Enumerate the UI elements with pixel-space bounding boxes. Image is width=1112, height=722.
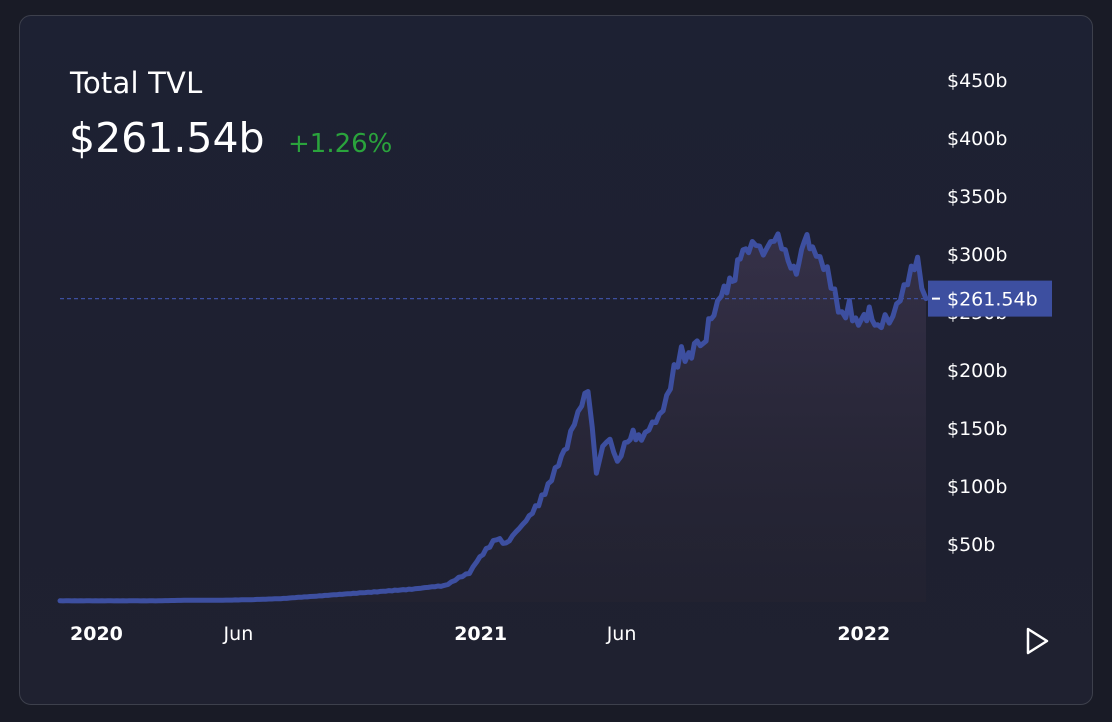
x-tick-label: 2022 bbox=[837, 623, 890, 645]
current-value: $261.54b bbox=[69, 114, 265, 162]
change-percent: +1.26% bbox=[288, 129, 393, 159]
series-line bbox=[57, 231, 929, 604]
x-tick-label: Jun bbox=[223, 623, 254, 645]
x-tick-label: 2021 bbox=[454, 623, 507, 645]
area-fill bbox=[60, 233, 926, 602]
tvl-chart: $50b$100b$150b$200b$250b$300b$350b$400b$… bbox=[57, 70, 1052, 645]
y-tick-label: $350b bbox=[947, 186, 1007, 208]
x-tick-label: Jun bbox=[606, 623, 637, 645]
y-tick-label: $400b bbox=[947, 128, 1007, 150]
y-tick-label: $300b bbox=[947, 244, 1007, 266]
y-tick-label: $200b bbox=[947, 360, 1007, 382]
price-tag bbox=[928, 280, 1052, 317]
price-tag-label: $261.54b bbox=[947, 289, 1038, 311]
y-tick-label: $100b bbox=[947, 476, 1007, 498]
y-tick-label: $150b bbox=[947, 418, 1007, 440]
tvl-card: Total TVL $261.54b +1.26% $50b $100b $150b… bbox=[19, 15, 1093, 705]
chart-title: Total TVL bbox=[70, 66, 203, 100]
play-icon[interactable] bbox=[1022, 626, 1052, 656]
y-tick-label: $450b bbox=[947, 70, 1007, 92]
x-tick-label: 2020 bbox=[70, 623, 123, 645]
y-tick-label: $50b bbox=[947, 534, 995, 556]
